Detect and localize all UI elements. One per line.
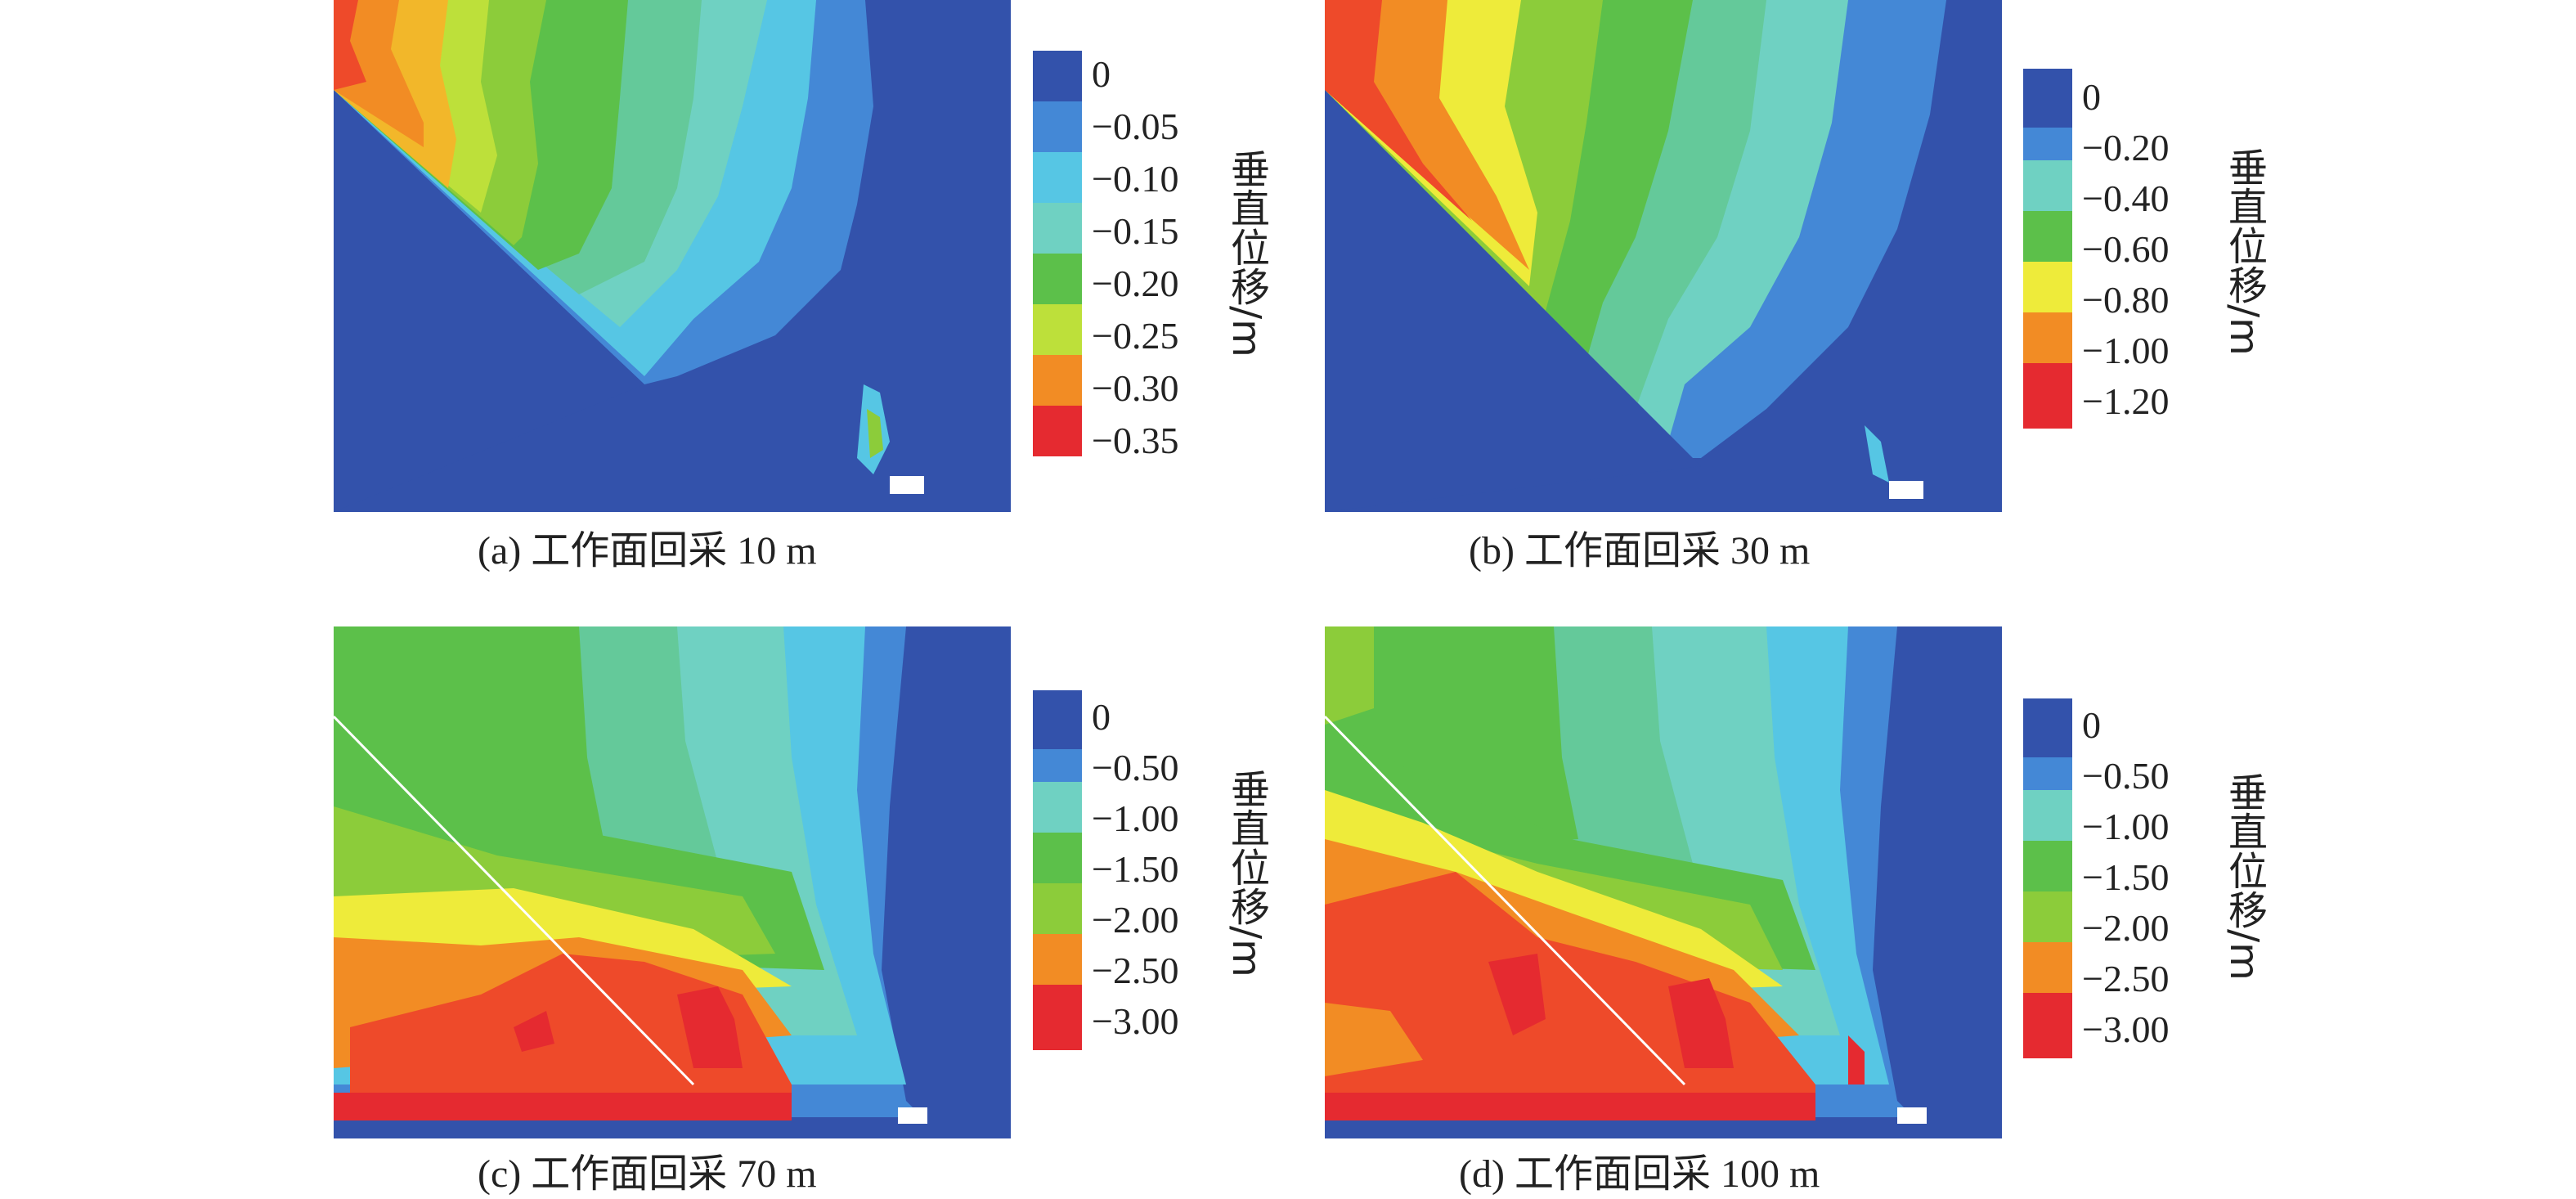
legend-tick: −0.05 xyxy=(1092,106,1179,147)
contour-plot-c xyxy=(334,626,1011,1138)
legend-tick: −0.30 xyxy=(1092,367,1179,409)
legend-tick: −1.00 xyxy=(2082,806,2170,847)
legend-tick: −0.50 xyxy=(2082,755,2170,797)
caption-a: (a) 工作面回采 10 m xyxy=(478,529,817,573)
contour-plot-a xyxy=(334,0,1011,512)
legend-tick: 0 xyxy=(1092,696,1111,738)
legend-tick: −0.35 xyxy=(1092,420,1179,461)
legend-tick: −0.20 xyxy=(2082,127,2170,168)
legend-b: 0 −0.20 −0.40 −0.60 −0.80 −1.00 −1.20 xyxy=(2023,69,2203,429)
legend-tick: −1.00 xyxy=(1092,797,1179,839)
caption-b: (b) 工作面回采 30 m xyxy=(1469,529,1811,573)
contour-svg-b xyxy=(1325,0,2002,512)
legend-tick: −0.50 xyxy=(1092,747,1179,788)
legend-tick: −2.50 xyxy=(2082,958,2170,999)
legend-title-a: 垂直位移/m xyxy=(1223,149,1269,357)
contour-svg-c xyxy=(334,626,1011,1138)
legend-tick: −1.00 xyxy=(2082,330,2170,371)
legend-title-d: 垂直位移/m xyxy=(2221,772,2267,981)
legend-tick: −0.25 xyxy=(1092,315,1179,357)
caption-c: (c) 工作面回采 70 m xyxy=(478,1152,817,1196)
legend-tick: −2.00 xyxy=(1092,899,1179,941)
legend-tick: −1.50 xyxy=(1092,848,1179,890)
legend-tick: 0 xyxy=(2082,704,2101,746)
legend-tick: −1.20 xyxy=(2082,380,2170,422)
legend-title-c: 垂直位移/m xyxy=(1223,769,1269,977)
legend-d: 0 −0.50 −1.00 −1.50 −2.00 −2.50 −3.00 xyxy=(2023,698,2203,1058)
legend-tick: −0.60 xyxy=(2082,228,2170,270)
contour-plot-d xyxy=(1325,626,2002,1138)
legend-tick: −0.15 xyxy=(1092,210,1179,252)
contour-svg-a xyxy=(334,0,1011,512)
legend-tick: 0 xyxy=(2082,76,2101,118)
legend-c: 0 −0.50 −1.00 −1.50 −2.00 −2.50 −3.00 xyxy=(1033,690,1213,1050)
legend-tick: −2.00 xyxy=(2082,907,2170,949)
legend-a: 0 −0.05 −0.10 −0.15 −0.20 −0.25 −0.30 −0… xyxy=(1033,51,1213,460)
legend-title-b: 垂直位移/m xyxy=(2221,147,2267,356)
legend-tick: −1.50 xyxy=(2082,856,2170,898)
legend-tick: −3.00 xyxy=(2082,1008,2170,1050)
caption-d: (d) 工作面回采 100 m xyxy=(1459,1152,1820,1196)
legend-tick: −2.50 xyxy=(1092,950,1179,991)
legend-tick: −0.20 xyxy=(1092,263,1179,304)
legend-tick: −3.00 xyxy=(1092,1000,1179,1042)
contour-svg-d xyxy=(1325,626,2002,1138)
legend-tick: −0.10 xyxy=(1092,158,1179,200)
legend-tick: −0.40 xyxy=(2082,177,2170,219)
contour-plot-b xyxy=(1325,0,2002,512)
legend-tick: 0 xyxy=(1092,53,1111,95)
legend-tick: −0.80 xyxy=(2082,279,2170,321)
